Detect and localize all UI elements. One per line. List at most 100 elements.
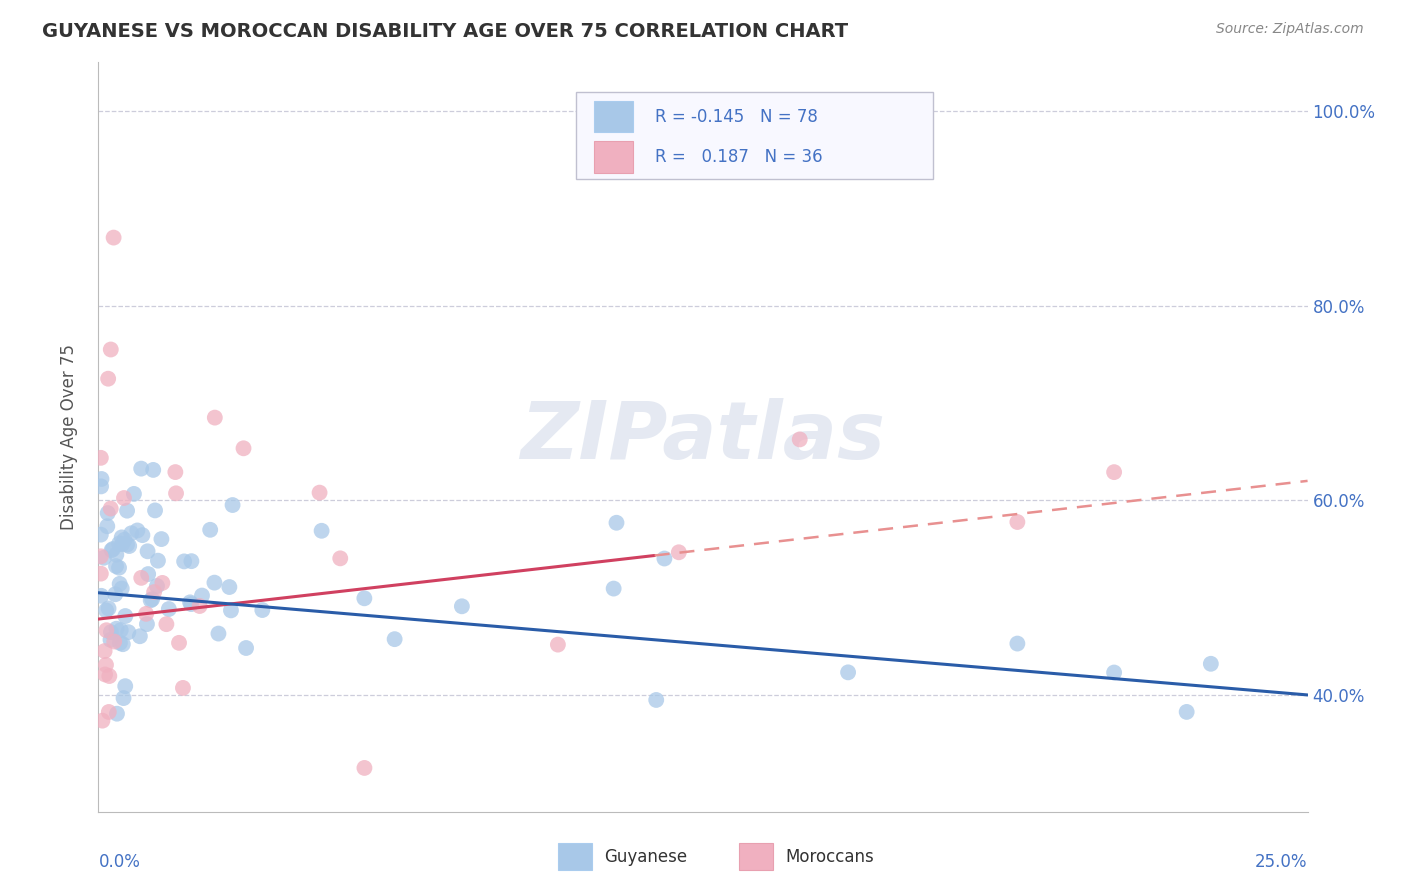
Point (451, 599, 474, 614)
Point (110, 623, 132, 637)
Point (179, 595, 201, 609)
Point (142, 463, 165, 477)
Point (329, 551, 352, 566)
Point (789, 433, 811, 447)
Point (105, 706, 128, 721)
Point (108, 577, 131, 591)
Point (353, 761, 375, 775)
Point (605, 516, 627, 530)
Point (101, 541, 124, 556)
Point (139, 593, 162, 607)
Point (115, 504, 138, 518)
Point (136, 617, 159, 632)
Point (602, 582, 624, 596)
Point (150, 532, 173, 546)
Point (146, 554, 169, 568)
Point (232, 442, 254, 456)
Point (384, 632, 406, 647)
Point (96, 624, 118, 638)
Point (204, 410, 226, 425)
Point (645, 693, 668, 707)
Point (157, 602, 180, 616)
Point (97, 705, 120, 719)
Bar (595, 101, 633, 132)
Point (91, 714, 114, 728)
Point (105, 622, 128, 636)
Point (131, 528, 153, 542)
Point (207, 626, 229, 640)
Point (547, 638, 569, 652)
Point (103, 230, 125, 244)
Point (111, 637, 134, 651)
Point (308, 485, 330, 500)
Point (103, 634, 125, 648)
Point (141, 592, 163, 607)
Point (90, 527, 112, 541)
Point (165, 465, 187, 479)
Point (837, 665, 859, 680)
Point (218, 580, 240, 594)
Point (118, 539, 141, 553)
Text: 0.0%: 0.0% (98, 853, 141, 871)
Point (111, 537, 134, 551)
Point (111, 582, 134, 596)
Bar (558, 843, 592, 871)
Point (104, 587, 127, 601)
Point (155, 617, 177, 632)
Point (96, 519, 118, 533)
Point (136, 544, 159, 558)
Point (93, 644, 115, 658)
Point (143, 503, 166, 517)
Text: 25.0%: 25.0% (1256, 853, 1308, 871)
Point (128, 629, 150, 643)
Point (167, 636, 190, 650)
Point (97, 601, 120, 615)
Text: Source: ZipAtlas.com: Source: ZipAtlas.com (1216, 22, 1364, 37)
Point (146, 579, 169, 593)
Text: ZIPatlas: ZIPatlas (520, 398, 886, 476)
Point (98, 669, 121, 683)
Point (127, 524, 149, 538)
Point (100, 543, 122, 558)
Point (114, 533, 136, 547)
Point (180, 554, 202, 568)
Point (135, 607, 157, 621)
Point (94, 657, 117, 672)
Point (1102, 665, 1125, 680)
Point (111, 530, 134, 544)
Point (165, 486, 187, 500)
Point (1175, 705, 1198, 719)
Point (353, 591, 375, 606)
Text: R =   0.187   N = 36: R = 0.187 N = 36 (655, 148, 823, 166)
Text: GUYANESE VS MOROCCAN DISABILITY AGE OVER 75 CORRELATION CHART: GUYANESE VS MOROCCAN DISABILITY AGE OVER… (42, 22, 848, 41)
Point (90, 549, 112, 564)
Point (1199, 657, 1222, 671)
Point (105, 559, 128, 574)
Point (191, 589, 214, 603)
Point (221, 498, 243, 512)
Point (129, 461, 152, 475)
Point (235, 640, 257, 655)
Point (108, 560, 131, 574)
Point (114, 679, 136, 693)
Point (114, 609, 136, 624)
Point (1007, 636, 1029, 650)
Point (129, 571, 152, 585)
Point (97, 506, 120, 520)
Point (143, 585, 166, 599)
Point (180, 597, 202, 611)
Point (100, 501, 122, 516)
Point (122, 487, 145, 501)
Point (120, 526, 142, 541)
Point (90, 479, 112, 493)
Point (115, 537, 138, 551)
Point (204, 575, 226, 590)
Bar (740, 843, 773, 871)
Point (100, 632, 122, 647)
Point (1102, 465, 1125, 479)
FancyBboxPatch shape (576, 93, 932, 178)
Point (94, 603, 117, 617)
Point (188, 599, 211, 613)
Point (1007, 515, 1029, 529)
Point (90, 450, 112, 465)
